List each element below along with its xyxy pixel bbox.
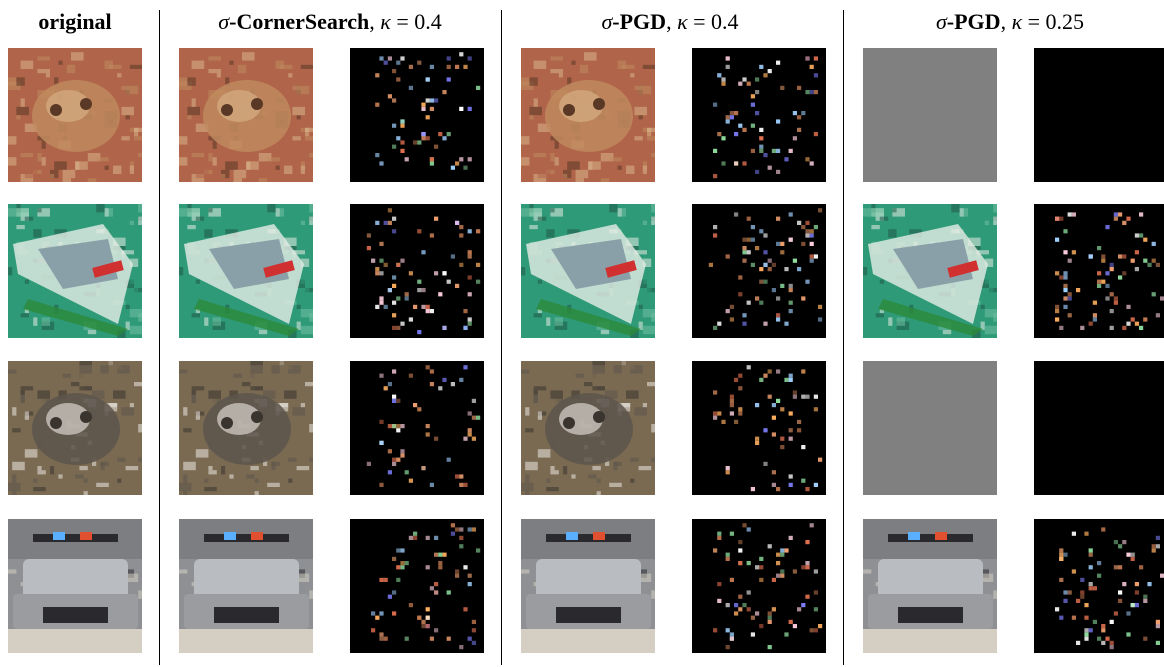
cornersearch-adversarial-image-row-2: [179, 204, 313, 338]
header-cornersearch: σ-CornerSearch, κ = 0.4: [218, 9, 442, 34]
pgd-025-perturbation-row-1: [1034, 48, 1164, 182]
pgd-04-adversarial-image-row-2: [521, 204, 655, 338]
cornersearch-adversarial-image-row-3: [179, 361, 313, 495]
pgd-025-adversarial-image-row-3: [863, 361, 997, 495]
cornersearch-perturbation-row-2: [350, 204, 484, 338]
pgd-025-perturbation-row-4: [1034, 519, 1164, 653]
pgd-04-adversarial-image-row-1: [521, 48, 655, 182]
header-original: original: [38, 9, 112, 34]
pgd-04-adversarial-image-row-3: [521, 361, 655, 495]
cornersearch-perturbation-row-4: [350, 519, 484, 653]
cornersearch-adversarial-image-row-1: [179, 48, 313, 182]
cornersearch-perturbation-row-3: [350, 361, 484, 495]
original-image-row-2: [8, 204, 142, 338]
divider-2: [501, 10, 502, 665]
pgd-025-perturbation-row-3: [1034, 361, 1164, 495]
pgd-025-adversarial-image-row-4: [863, 519, 997, 653]
original-image-row-3: [8, 361, 142, 495]
pgd-025-adversarial-image-row-1: [863, 48, 997, 182]
divider-3: [843, 10, 844, 665]
pgd-025-adversarial-image-row-2: [863, 204, 997, 338]
pgd-04-perturbation-row-2: [692, 204, 826, 338]
header-pgd-025: σ-PGD, κ = 0.25: [935, 9, 1085, 34]
pgd-04-perturbation-row-1: [692, 48, 826, 182]
pgd-04-perturbation-row-3: [692, 361, 826, 495]
original-image-row-4: [8, 519, 142, 653]
original-image-row-1: [8, 48, 142, 182]
cornersearch-perturbation-row-1: [350, 48, 484, 182]
pgd-04-adversarial-image-row-4: [521, 519, 655, 653]
header-pgd-04: σ-PGD, κ = 0.4: [601, 9, 739, 34]
cornersearch-adversarial-image-row-4: [179, 519, 313, 653]
pgd-04-perturbation-row-4: [692, 519, 826, 653]
pgd-025-perturbation-row-2: [1034, 204, 1164, 338]
divider-1: [159, 10, 160, 665]
